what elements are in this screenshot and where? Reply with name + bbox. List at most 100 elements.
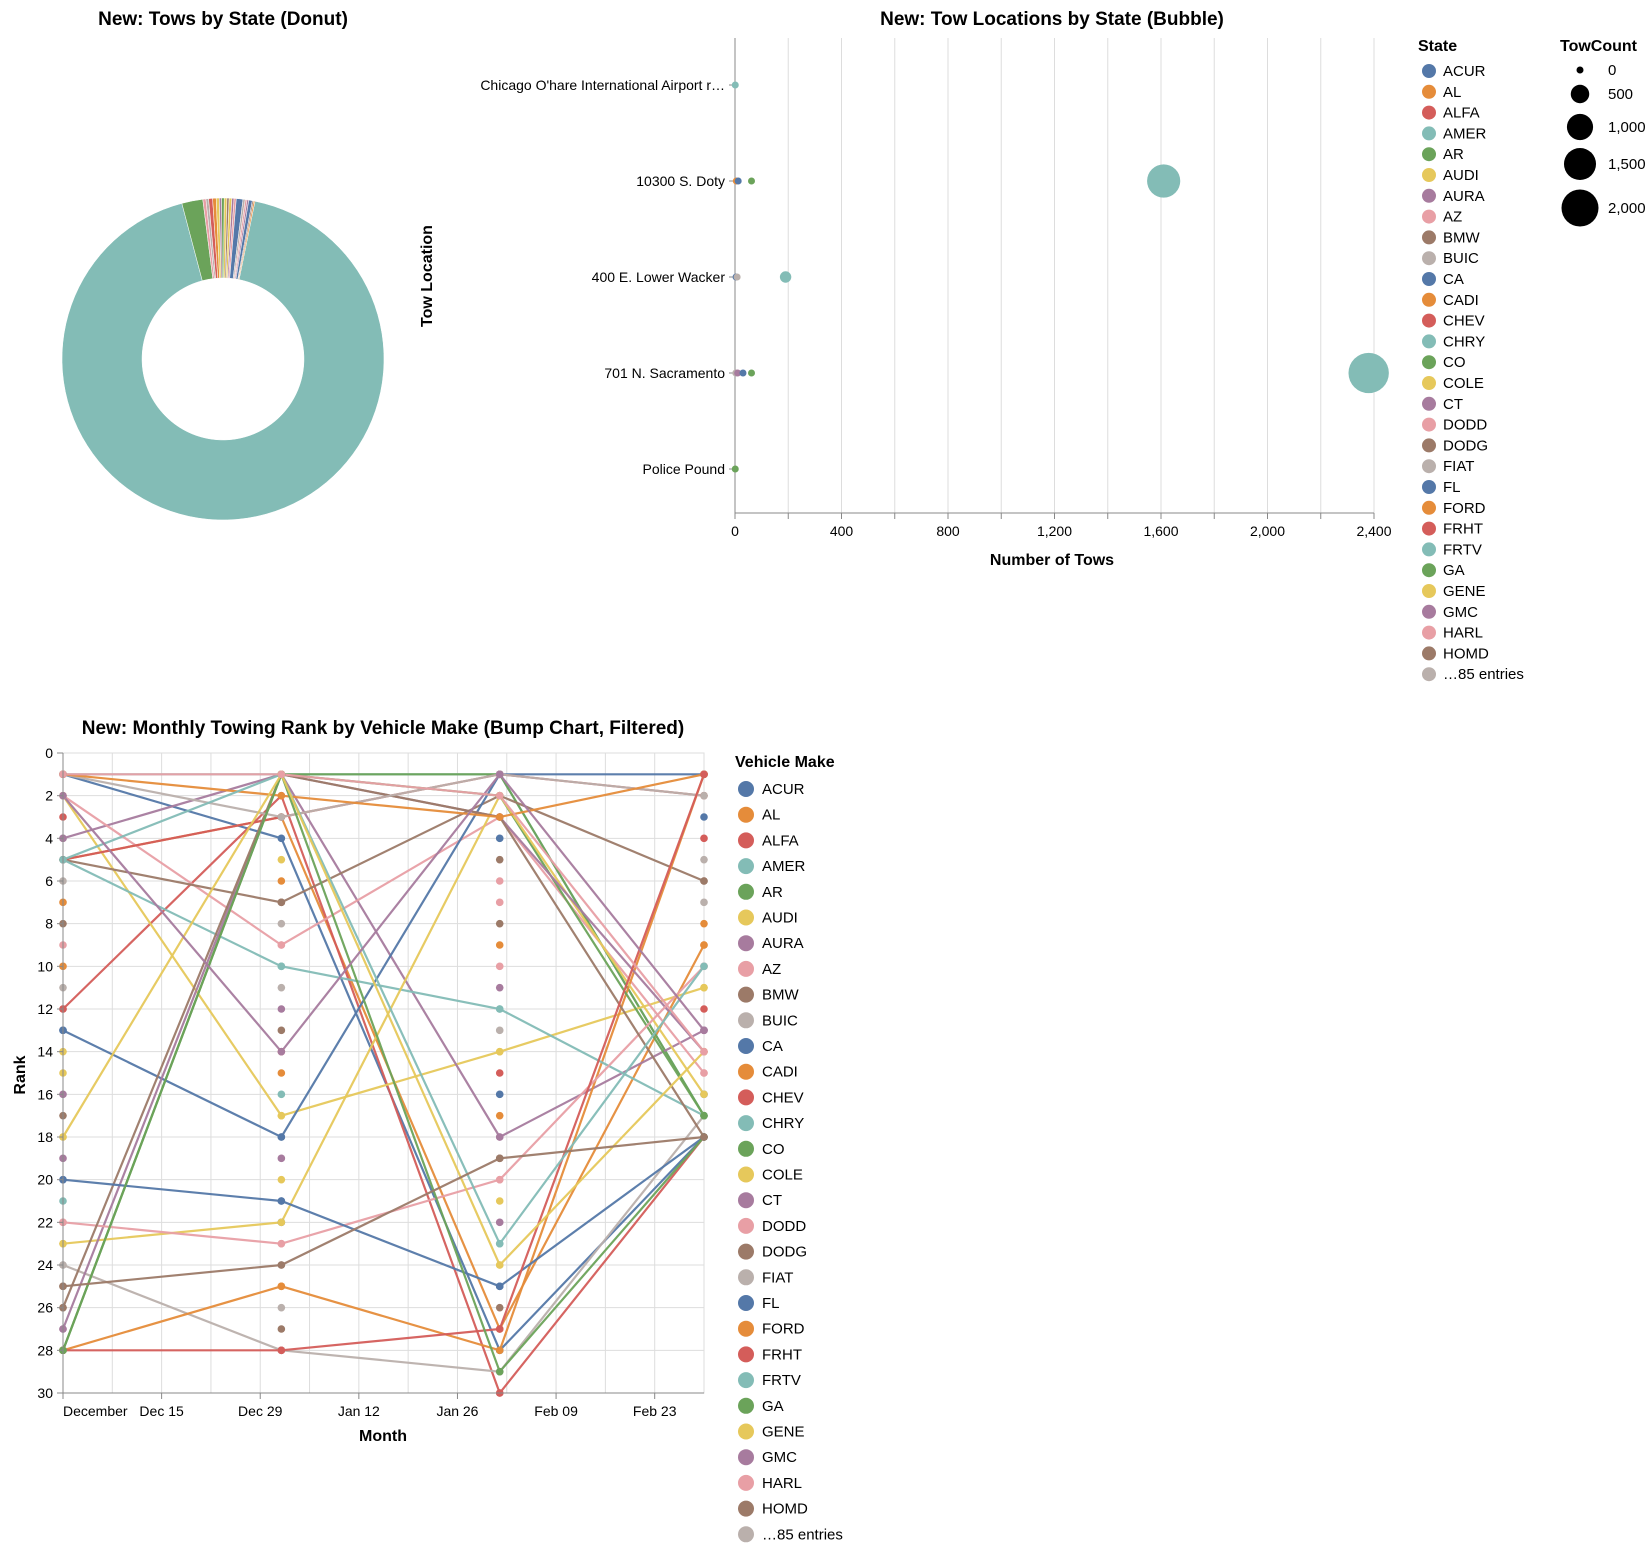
bump-point (277, 1069, 286, 1077)
bump-point-gmc (495, 770, 504, 779)
towcount-legend-swatch (1566, 113, 1594, 141)
bump-x-tick-label: Jan 12 (338, 1403, 380, 1419)
vehicle-make-legend-swatch (738, 1115, 754, 1132)
bump-y-tick-label: 2 (45, 788, 53, 804)
bubble-y-tick-label: Police Pound (642, 461, 725, 477)
vehicle-make-legend-swatch (738, 832, 754, 849)
vehicle-make-legend-title: Vehicle Make (735, 754, 835, 771)
state-legend-label: CADI (1443, 292, 1479, 309)
vehicle-make-legend-swatch (738, 1500, 754, 1517)
bump-point-fiat (277, 813, 286, 821)
bump-x-tick-label: Feb 09 (534, 1403, 578, 1419)
bump-line-frtv (62, 772, 705, 1246)
bump-line-fiat (62, 773, 705, 819)
bump-line-harl (63, 773, 705, 1053)
vehicle-make-legend-label: AURA (762, 935, 804, 952)
bump-point (277, 919, 286, 928)
donut-slice-ford (238, 200, 256, 280)
vehicle-make-legend-label: FL (762, 1295, 780, 1312)
donut-slice-amer (61, 200, 385, 521)
vehicle-make-legend-label: CADI (762, 1064, 798, 1081)
state-legend-swatch (1422, 147, 1436, 162)
state-legend-label: CHEV (1443, 313, 1485, 330)
bump-line-fl (62, 1136, 705, 1288)
bump-x-tick-label: Jan 26 (436, 1403, 478, 1419)
bump-line-gene (62, 771, 705, 1267)
towcount-legend: TowCount 0 500 1,000 1,500 2,000 (1560, 38, 1646, 227)
state-legend-swatch (1422, 542, 1436, 557)
bubble-x-tick-label: 1,600 (1143, 523, 1178, 539)
bump-point-ca (277, 1133, 286, 1141)
vehicle-make-legend-label: ACUR (762, 781, 805, 798)
bump-point (495, 1197, 504, 1205)
vehicle-make-legend-swatch (738, 1346, 754, 1363)
bump-point (700, 855, 708, 864)
bump-point-homd (495, 1154, 504, 1163)
state-legend: State ACUR AL ALFA AMER AR AUDI AURA AZ BMW BUIC C… (1418, 38, 1524, 683)
state-legend-label: ACUR (1443, 63, 1486, 80)
bubble-x-tick-label: 1,200 (1037, 523, 1072, 539)
bubble-points (731, 81, 1389, 473)
vehicle-make-legend-label: AMER (762, 858, 806, 875)
bump-point-frtv (495, 1239, 504, 1248)
state-legend-label: FORD (1443, 500, 1486, 517)
state-legend-swatch (1422, 168, 1436, 182)
bump-y-tick-label: 20 (37, 1172, 53, 1188)
bubble-point (733, 273, 741, 281)
state-legend-label: CO (1443, 354, 1466, 371)
vehicle-make-legend-swatch (738, 806, 754, 823)
vehicle-make-legend-label: GA (762, 1398, 784, 1415)
bump-point-audi (277, 1111, 286, 1120)
bump-point (700, 1005, 708, 1013)
vehicle-make-legend-swatch (738, 909, 754, 926)
vehicle-make-legend-label: CA (762, 1038, 783, 1055)
vehicle-make-legend-swatch (738, 986, 754, 1003)
bump-point (495, 1026, 504, 1035)
bubble-point (731, 465, 739, 473)
bump-y-axis-title: Rank (12, 1055, 29, 1094)
donut-title: New: Tows by State (Donut) (98, 9, 348, 30)
bump-point-aura (495, 1133, 504, 1141)
bump-point-ford (277, 791, 286, 800)
bump-lines (61, 771, 706, 1396)
bump-line-ford (62, 773, 705, 819)
bump-point-gmc (277, 1047, 286, 1056)
state-legend-swatch (1422, 334, 1436, 349)
bump-point-gmc (700, 1026, 708, 1035)
state-legend-label: AL (1443, 84, 1461, 101)
towcount-legend-label: 2,000 (1608, 200, 1646, 217)
bump-point (495, 1090, 504, 1099)
vehicle-make-legend-swatch (738, 1063, 754, 1080)
bump-point (277, 983, 286, 992)
donut-slices (61, 197, 385, 521)
vehicle-make-legend-swatch (738, 1269, 754, 1286)
state-legend-label: GMC (1443, 604, 1478, 621)
bump-y-tick-label: 12 (37, 1001, 53, 1017)
state-legend-label: FRHT (1443, 521, 1483, 538)
state-legend-label: COLE (1443, 375, 1484, 392)
bump-point (495, 877, 504, 885)
bump-point (700, 898, 708, 907)
bump-point-co (700, 1111, 708, 1120)
state-legend-label: AURA (1443, 188, 1485, 205)
bubble-point (748, 369, 756, 377)
state-legend-label: GENE (1443, 583, 1486, 600)
bump-line-chev (62, 773, 705, 861)
bubble-x-tick-label: 800 (936, 523, 960, 539)
state-legend-swatch (1422, 251, 1436, 266)
towcount-legend-swatch (1561, 189, 1599, 227)
towcount-legend-swatch (1576, 66, 1584, 74)
state-legend-label: FL (1443, 479, 1461, 496)
state-legend-swatch (1422, 500, 1436, 515)
vehicle-make-legend-swatch (738, 1295, 754, 1311)
vehicle-make-legend-swatch (738, 883, 754, 900)
bubble-y-tick-label: 701 N. Sacramento (604, 365, 725, 381)
state-legend-swatch (1422, 209, 1436, 224)
state-legend-swatch (1422, 438, 1436, 453)
bump-y-tick-label: 0 (45, 745, 53, 761)
bubble-title: New: Tow Locations by State (Bubble) (880, 9, 1224, 30)
bump-point (277, 855, 286, 864)
bump-point-homd (277, 1261, 286, 1269)
vehicle-make-legend-items: ACUR AL ALFA AMER AR AUDI AURA AZ BMW BUIC CA CADI C… (738, 781, 843, 1543)
